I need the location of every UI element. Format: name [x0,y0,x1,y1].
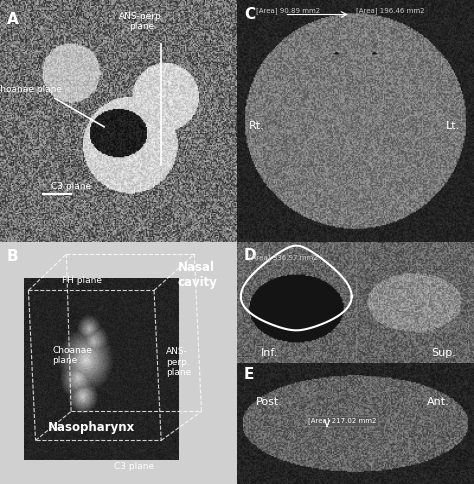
Text: Choanae
plane: Choanae plane [52,346,92,365]
Text: Inf.: Inf. [261,348,278,359]
Text: Nasal
cavity: Nasal cavity [178,260,218,288]
Text: FH plane: FH plane [62,276,101,285]
Text: Post.: Post. [256,397,283,408]
Text: ANS-
perp.
plane: ANS- perp. plane [166,348,191,377]
Text: Sup.: Sup. [431,348,456,359]
Text: Rt.: Rt. [249,121,264,131]
Text: E: E [244,367,255,381]
Text: C: C [244,7,255,22]
Text: Lt.: Lt. [446,121,460,131]
Text: C3 plane: C3 plane [51,182,91,191]
Text: B: B [7,249,19,264]
Text: [Area] 336.97 mm2: [Area] 336.97 mm2 [249,254,318,261]
Text: [Area] 196.46 mm2: [Area] 196.46 mm2 [356,7,424,14]
Text: [Area] 90.89 mm2: [Area] 90.89 mm2 [256,7,320,14]
Text: Nasopharynx: Nasopharynx [47,421,135,434]
Text: D: D [244,248,257,263]
Text: ANS-perp.
plane: ANS-perp. plane [119,12,165,31]
Text: [Area] 217.02 mm2: [Area] 217.02 mm2 [308,418,376,424]
Text: C3 plane: C3 plane [114,463,154,471]
Text: Ant.: Ant. [427,397,449,408]
Text: A: A [7,12,19,27]
Text: Choanae plane: Choanae plane [0,85,63,94]
